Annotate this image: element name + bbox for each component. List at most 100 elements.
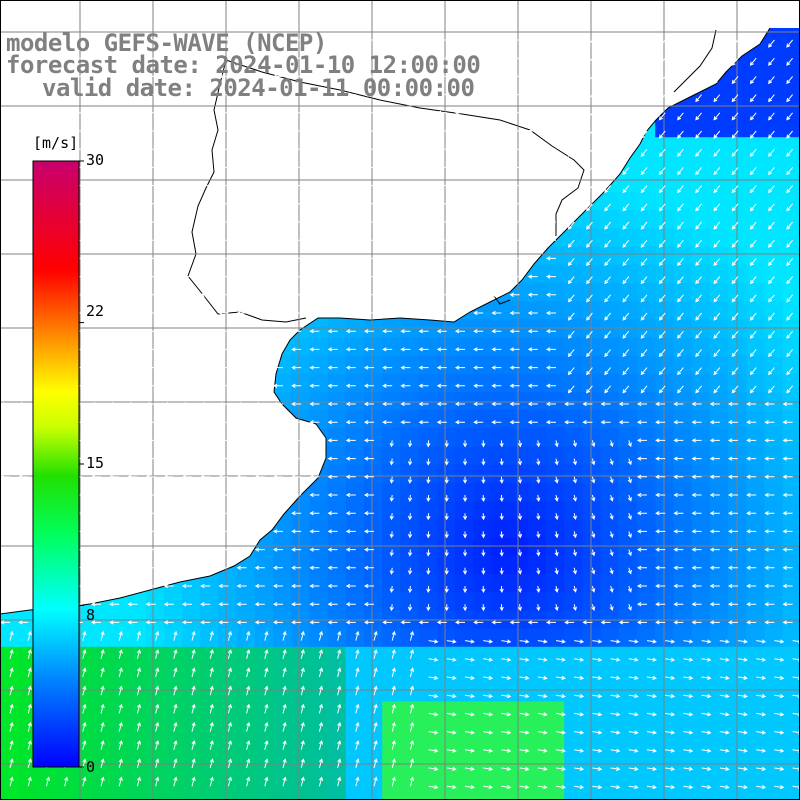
wind-arrow xyxy=(127,56,138,61)
field-cell xyxy=(91,646,110,666)
wind-arrow xyxy=(519,657,530,662)
wind-arrow xyxy=(418,365,429,370)
wind-arrow xyxy=(218,128,229,134)
wind-arrow xyxy=(749,130,757,139)
field-cell xyxy=(691,519,711,539)
field-cell xyxy=(218,628,238,648)
wind-arrow xyxy=(610,766,621,771)
wind-arrow xyxy=(640,330,648,339)
wind-arrow xyxy=(746,583,757,589)
wind-arrow xyxy=(727,438,738,443)
field-cell xyxy=(436,592,456,611)
wind-arrow xyxy=(309,365,320,370)
wind-arrow xyxy=(600,401,611,407)
wind-arrow xyxy=(567,148,575,157)
wind-arrow xyxy=(254,110,265,115)
wind-arrow xyxy=(713,349,721,358)
field-cell xyxy=(564,301,583,320)
field-cell xyxy=(637,574,656,593)
wind-arrow xyxy=(272,474,283,479)
wind-arrow xyxy=(586,367,593,376)
wind-arrow xyxy=(436,128,447,134)
wind-arrow xyxy=(509,37,520,43)
field-cell xyxy=(546,792,565,800)
wind-arrow xyxy=(90,620,101,625)
field-cell xyxy=(546,392,565,411)
wind-arrow xyxy=(658,185,666,194)
wind-arrow xyxy=(327,565,338,570)
wind-arrow xyxy=(572,494,577,502)
field-cell xyxy=(364,683,383,702)
wind-arrow xyxy=(200,365,211,370)
wind-arrow xyxy=(554,476,559,484)
wind-arrow xyxy=(363,74,374,79)
wind-arrow xyxy=(18,474,29,479)
field-cell xyxy=(400,792,420,800)
wind-arrow xyxy=(127,565,138,570)
field-cell xyxy=(291,501,310,520)
field-cell xyxy=(782,392,800,411)
field-cell xyxy=(473,646,492,666)
field-cell xyxy=(600,246,620,266)
wind-arrow xyxy=(309,256,320,261)
field-cell xyxy=(327,683,347,702)
wind-arrow xyxy=(464,694,475,699)
wind-arrow xyxy=(407,440,413,448)
field-cell xyxy=(764,100,784,120)
field-cell xyxy=(273,519,292,539)
field-cell xyxy=(673,719,693,739)
field-cell xyxy=(327,792,347,800)
wind-arrow xyxy=(155,758,160,769)
wind-arrow xyxy=(786,367,793,376)
wind-arrow xyxy=(355,758,360,769)
field-cell xyxy=(0,719,19,739)
wind-arrow xyxy=(517,585,523,594)
field-cell xyxy=(709,264,729,284)
field-cell xyxy=(291,537,310,557)
wind-arrow xyxy=(209,776,214,787)
wind-arrow xyxy=(527,310,538,316)
wind-arrow xyxy=(72,147,83,152)
field-cell xyxy=(109,628,128,648)
field-cell xyxy=(782,64,800,84)
wind-arrow xyxy=(355,740,360,750)
field-cell xyxy=(254,665,274,684)
wind-arrow xyxy=(218,456,229,461)
wind-arrow xyxy=(586,276,593,285)
wind-arrow xyxy=(373,630,378,641)
wind-arrow xyxy=(527,128,538,134)
wind-arrow xyxy=(409,649,415,659)
wind-arrow xyxy=(768,294,775,303)
wind-arrow xyxy=(382,620,393,625)
wind-arrow xyxy=(18,147,29,152)
wind-arrow xyxy=(9,685,14,696)
wind-arrow xyxy=(567,294,575,303)
wind-arrow xyxy=(345,474,356,479)
field-cell xyxy=(309,483,329,502)
wind-arrow xyxy=(200,56,211,61)
wind-arrow xyxy=(509,292,520,297)
field-cell xyxy=(637,246,656,266)
field-cell xyxy=(655,501,674,520)
wind-arrow xyxy=(473,383,484,388)
field-cell xyxy=(382,337,401,357)
wind-arrow xyxy=(382,256,393,261)
wind-arrow xyxy=(610,712,621,717)
field-cell xyxy=(618,446,638,466)
wind-arrow xyxy=(727,583,738,589)
field-cell xyxy=(673,646,693,666)
field-cell xyxy=(182,683,201,702)
wind-arrow xyxy=(181,329,192,334)
field-cell xyxy=(273,683,292,702)
field-cell xyxy=(673,464,693,484)
wind-arrow xyxy=(444,567,449,575)
wind-arrow xyxy=(300,685,305,696)
field-cell xyxy=(637,774,656,793)
wind-arrow xyxy=(731,349,739,358)
wind-arrow xyxy=(665,785,676,790)
wind-arrow xyxy=(473,620,484,625)
wind-arrow xyxy=(272,620,283,625)
wind-arrow xyxy=(586,94,593,103)
wind-arrow xyxy=(389,513,394,521)
field-cell xyxy=(527,446,547,466)
